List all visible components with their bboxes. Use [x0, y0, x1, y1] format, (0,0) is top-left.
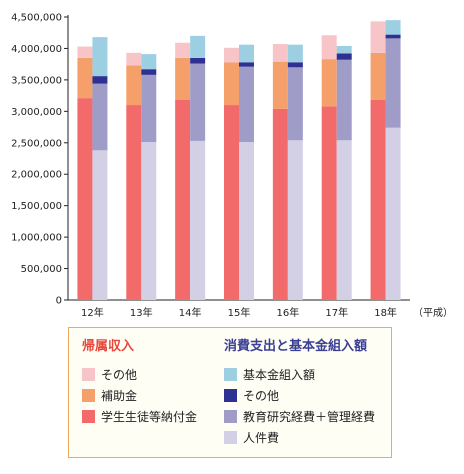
bar-expense-segment	[287, 67, 303, 141]
y-tick-label: 3,500,000	[11, 75, 62, 86]
x-tick-label: 14年	[179, 306, 202, 319]
y-tick-label: 4,000,000	[11, 44, 62, 55]
legend-label: 学生生徒等納付金	[101, 410, 198, 424]
bar-expense-segment	[190, 57, 206, 64]
income-legend-item: 補助金	[82, 385, 197, 406]
bar-expense-segment	[190, 140, 206, 300]
bar-income-segment	[272, 61, 288, 109]
income-legend-item: その他	[82, 364, 197, 385]
income-legend-item: 学生生徒等納付金	[82, 406, 197, 427]
x-tick-label: 12年	[81, 306, 104, 319]
bar-expense-segment	[287, 62, 303, 68]
legend-income-title: 帰属収入	[82, 339, 135, 354]
bar-expense-segment	[287, 140, 303, 300]
x-unit-label: （平成）	[413, 307, 453, 319]
legend-label: その他	[243, 389, 280, 403]
bar-income-segment	[321, 106, 337, 301]
bar-income-segment	[175, 100, 191, 300]
bar-income-segment	[224, 47, 239, 63]
bar-expense-segment	[336, 45, 352, 54]
y-tick-label: 0	[56, 296, 62, 307]
bar-income-segment	[77, 98, 93, 300]
bar-expense-segment	[141, 54, 157, 70]
bar-income-segment	[126, 105, 142, 301]
bar-expense-segment	[92, 76, 108, 84]
legend-swatch	[82, 389, 95, 402]
bar-expense-segment	[385, 38, 401, 128]
bar-expense-segment	[287, 44, 303, 63]
legend-swatch	[224, 410, 237, 423]
y-tick-label: 2,000,000	[11, 170, 62, 181]
legend-swatch	[224, 368, 237, 381]
x-tick-label: 13年	[130, 306, 153, 319]
y-tick-label: 3,000,000	[11, 107, 62, 118]
y-tick-label: 1,000,000	[11, 233, 62, 244]
legend-swatch	[82, 368, 95, 381]
bar-income-segment	[321, 59, 337, 107]
x-tick-label: 18年	[374, 306, 397, 319]
bar-expense-segment	[141, 74, 157, 143]
bar-income-segment	[126, 52, 142, 66]
bar-income-segment	[77, 46, 93, 58]
expense-legend-item: 人件費	[224, 427, 375, 448]
bar-expense-segment	[92, 150, 108, 300]
legend-label: 基本金組入額	[243, 368, 316, 382]
y-tick-label: 1,500,000	[11, 201, 62, 212]
bar-income-segment	[321, 35, 337, 60]
bar-expense-segment	[141, 69, 157, 75]
bar-expense-segment	[190, 63, 206, 141]
bar-income-segment	[77, 57, 93, 99]
legend-label: 教育研究経費＋管理経費	[243, 410, 376, 424]
bar-expense-segment	[385, 20, 401, 35]
bar-income-segment	[370, 52, 386, 101]
x-tick-label: 17年	[325, 306, 348, 319]
y-tick-label: 500,000	[21, 264, 62, 275]
legend-label: 人件費	[243, 431, 280, 445]
legend-swatch	[224, 431, 237, 444]
legend-swatch	[224, 389, 237, 402]
bar-income-segment	[175, 57, 191, 101]
bar-income-segment	[126, 65, 142, 106]
bar-expense-segment	[141, 142, 157, 300]
bar-income-segment	[224, 62, 239, 106]
bar-expense-segment	[336, 59, 352, 141]
bar-income-segment	[370, 100, 386, 300]
legend-label: その他	[101, 368, 138, 382]
legend-expense-column: 消費支出と基本金組入額 基本金組入額 その他教育研究経費＋管理経費 人件費	[224, 338, 375, 448]
bar-income-segment	[272, 44, 288, 62]
bar-expense-segment	[239, 142, 254, 300]
bar-expense-segment	[92, 37, 108, 77]
expense-legend-item: 基本金組入額	[224, 364, 375, 385]
bar-income-segment	[224, 105, 239, 301]
stacked-bar-chart: 0 500,000 1,000,000 1,500,000 2,000,000 2,500…	[11, 13, 453, 320]
bar-income-segment	[370, 21, 386, 53]
bar-expense-segment	[239, 62, 254, 67]
bar-expense-segment	[336, 53, 352, 60]
legend-label: 補助金	[101, 389, 138, 403]
legend-income-column: 帰属収入 その他補助金学生生徒等納付金	[82, 338, 197, 427]
legend: 帰属収入 その他 補助金 学生生徒等納付金 消費支出と基本金組入額 基本金組入額 その…	[68, 327, 392, 458]
bar-expense-segment	[239, 44, 254, 63]
y-tick-label: 2,500,000	[11, 138, 62, 149]
y-tick-label: 4,500,000	[11, 13, 62, 24]
bar-expense-segment	[239, 66, 254, 143]
bar-expense-segment	[385, 34, 401, 39]
legend-swatch	[82, 410, 95, 423]
x-tick-label: 15年	[228, 306, 251, 319]
legend-expense-title: 消費支出と基本金組入額	[224, 339, 368, 354]
bar-expense-segment	[385, 127, 401, 300]
expense-legend-item: 教育研究経費＋管理経費	[224, 406, 375, 427]
expense-legend-item: その他	[224, 385, 375, 406]
bar-expense-segment	[336, 140, 352, 300]
bar-expense-segment	[92, 83, 108, 151]
bar-expense-segment	[190, 35, 206, 58]
bar-income-segment	[272, 108, 288, 300]
bar-income-segment	[175, 42, 191, 58]
x-tick-label: 16年	[276, 306, 299, 319]
